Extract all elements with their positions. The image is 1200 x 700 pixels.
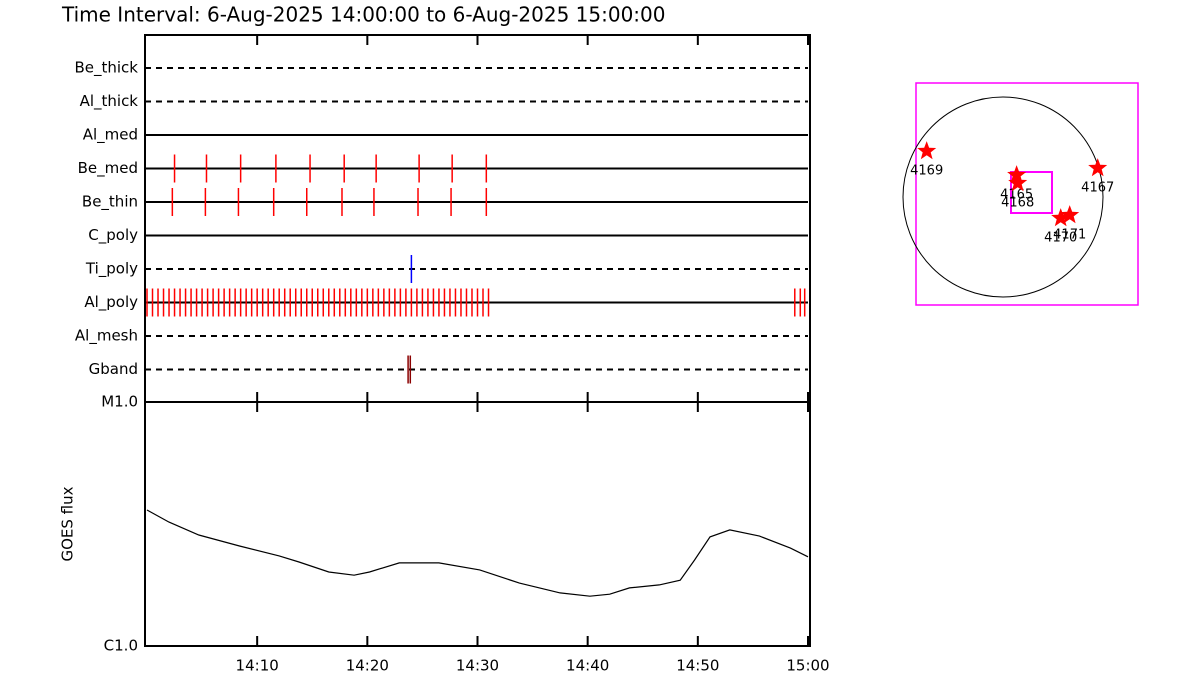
- region-label: 4171: [1053, 228, 1086, 243]
- fov-box: [1010, 171, 1053, 214]
- y-tick-label: M1.0: [101, 393, 138, 411]
- region-star: [1060, 205, 1080, 224]
- x-tick-label: 14:50: [676, 657, 719, 675]
- region-star: [917, 141, 937, 160]
- title: Time Interval: 6-Aug-2025 14:00:00 to 6-…: [61, 3, 666, 27]
- row-label: Gband: [89, 360, 138, 378]
- y-axis-label: GOES flux: [59, 486, 77, 561]
- region-label: 4169: [910, 164, 943, 179]
- map-frame: [915, 82, 1139, 306]
- row-label: Be_med: [78, 159, 138, 178]
- x-tick-label: 14:40: [566, 657, 609, 675]
- region-star: [1007, 165, 1027, 184]
- row-label: Ti_poly: [85, 260, 138, 279]
- goes-frame: [144, 401, 811, 647]
- region-label: 4168: [1001, 196, 1034, 211]
- x-tick-label: 14:20: [346, 657, 389, 675]
- row-label: Al_poly: [84, 293, 138, 312]
- x-tick-label: 14:10: [236, 657, 279, 675]
- region-label: 4165: [1000, 188, 1033, 203]
- row-label: C_poly: [88, 226, 138, 245]
- region-star: [1051, 208, 1071, 227]
- row-label: Be_thin: [82, 193, 138, 212]
- region-label: 4167: [1081, 181, 1114, 196]
- x-tick-label: 15:00: [786, 657, 829, 675]
- y-tick-label: C1.0: [104, 637, 138, 655]
- region-star: [1008, 173, 1028, 192]
- row-label: Al_mesh: [75, 327, 138, 346]
- timeline-frame: [144, 34, 811, 403]
- x-tick-label: 14:30: [456, 657, 499, 675]
- solar-limb: [902, 96, 1104, 298]
- row-label: Al_thick: [80, 92, 139, 111]
- region-label: 4170: [1044, 231, 1077, 246]
- region-star: [1088, 158, 1108, 177]
- goes-curve: [146, 509, 809, 597]
- row-label: Be_thick: [74, 59, 138, 78]
- row-label: Al_med: [83, 126, 138, 145]
